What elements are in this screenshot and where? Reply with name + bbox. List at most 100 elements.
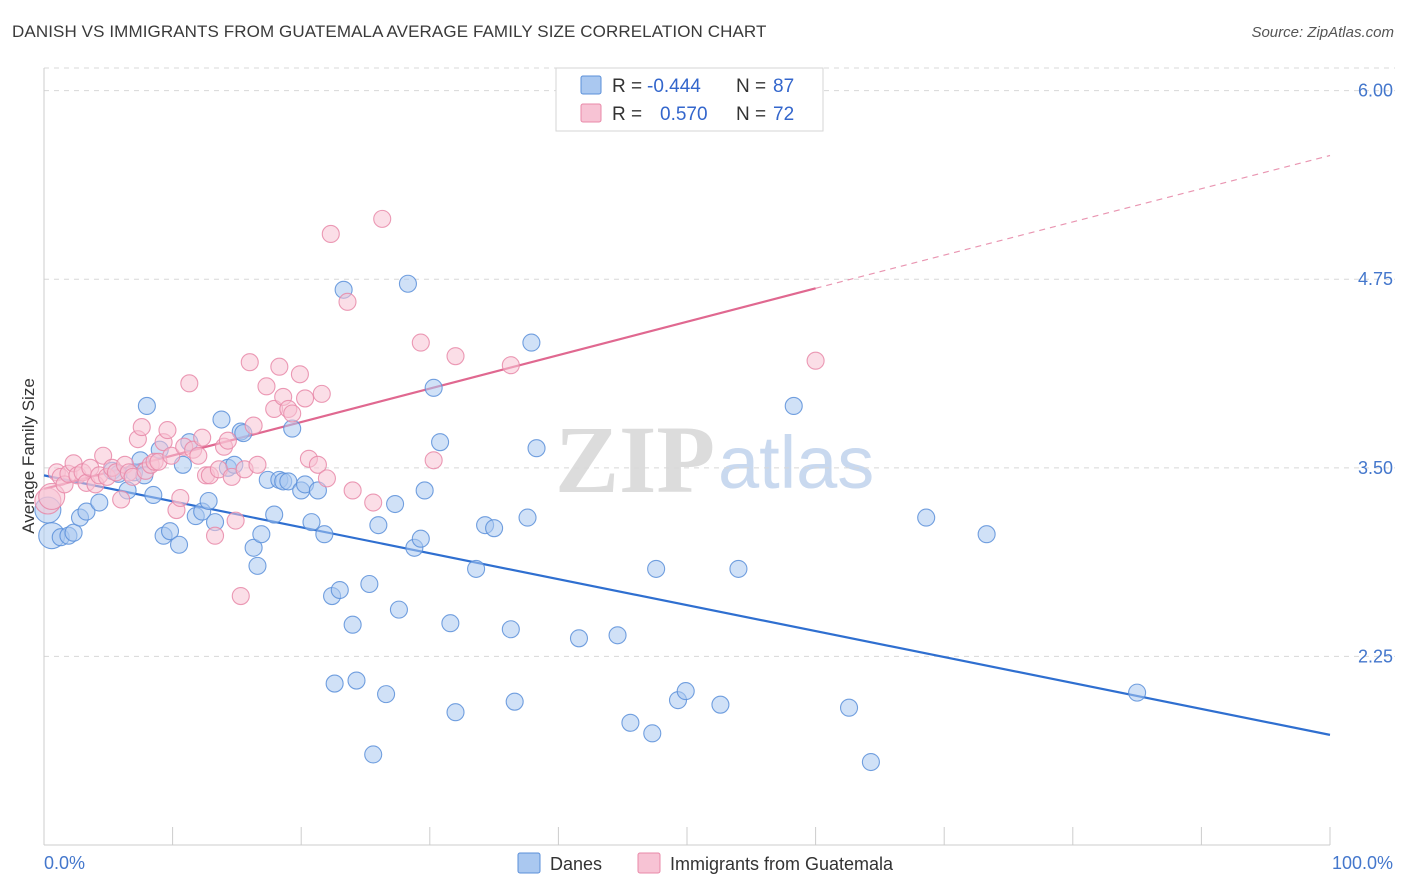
top-legend: R = -0.444 N = 87 R = 0.570 N = 72 xyxy=(555,67,824,132)
guatemala-point xyxy=(193,428,212,447)
guatemala-point xyxy=(226,511,245,530)
bottom-legend-swatch-guatemala xyxy=(637,852,661,874)
y-tick-label: 6.00 xyxy=(1358,81,1393,101)
danes-point xyxy=(244,538,263,557)
danes-point xyxy=(569,629,589,648)
danes-point xyxy=(144,485,163,505)
legend-guatemala-r-label: R = xyxy=(612,104,642,125)
danes-point xyxy=(647,559,666,578)
axes: 0.0% 100.0% xyxy=(43,68,1393,873)
danes-point xyxy=(315,525,334,544)
danes-point xyxy=(77,502,96,521)
danes-point xyxy=(431,433,450,452)
guatemala-point xyxy=(189,446,208,465)
guatemala-point xyxy=(343,481,362,500)
danes-point xyxy=(411,529,430,548)
legend-danes-r-label: R = xyxy=(612,76,642,97)
guatemala-point xyxy=(205,526,225,545)
guatemala-point xyxy=(806,351,825,370)
guatemala-point xyxy=(321,224,340,244)
guatemala-point xyxy=(296,389,315,408)
danes-point xyxy=(252,525,271,544)
danes-point xyxy=(608,626,627,645)
watermark: ZIP atlas xyxy=(555,406,874,513)
watermark-zip: ZIP xyxy=(555,406,715,513)
danes-point xyxy=(248,556,267,575)
danes-point xyxy=(90,493,109,512)
danes-point xyxy=(729,559,748,578)
danes-point xyxy=(1128,683,1147,702)
danes-point xyxy=(377,685,396,704)
danes-point xyxy=(360,574,379,594)
guatemala-point xyxy=(446,347,465,366)
danes-point xyxy=(308,481,327,500)
y-axis-title: Average Family Size xyxy=(19,378,38,534)
danes-point xyxy=(169,535,189,554)
danes-point xyxy=(137,396,156,416)
guatemala-point xyxy=(424,451,443,470)
danes-point xyxy=(839,698,859,717)
danes-point xyxy=(467,559,486,578)
danes-point xyxy=(446,703,465,722)
danes-point xyxy=(711,695,730,714)
danes-point xyxy=(522,333,541,352)
guatemala-point xyxy=(364,493,383,512)
guatemala-point xyxy=(308,455,327,474)
bottom-legend: Danes Immigrants from Guatemala xyxy=(517,852,894,874)
guatemala-point xyxy=(218,431,237,450)
danes-point xyxy=(784,396,803,416)
danes-point xyxy=(343,615,362,634)
y-tick-label: 3.50 xyxy=(1358,458,1393,478)
guatemala-point xyxy=(171,488,190,508)
guatemala-point xyxy=(132,418,151,437)
guatemala-point xyxy=(283,404,302,423)
guatemala-point xyxy=(270,357,289,376)
danes-point xyxy=(861,752,880,772)
guatemala-point xyxy=(240,353,259,372)
guatemala-point xyxy=(257,377,276,396)
guatemala-point xyxy=(373,209,392,228)
legend-danes-n-label: N = xyxy=(736,76,766,97)
legend-danes-r-value: -0.444 xyxy=(647,76,701,97)
danes-point xyxy=(485,519,504,538)
danes-point xyxy=(369,516,388,535)
guatemala-point xyxy=(411,333,430,352)
legend-guatemala-r-value: 0.570 xyxy=(660,104,708,125)
danes-point xyxy=(160,522,180,541)
guatemala-point xyxy=(231,587,250,606)
danes-point xyxy=(64,523,83,542)
danes-point xyxy=(302,513,321,532)
y-tick-label: 2.25 xyxy=(1358,646,1393,666)
danes-point xyxy=(505,692,524,711)
danes-point xyxy=(389,600,408,619)
guatemala-point xyxy=(244,416,263,435)
danes-point xyxy=(621,713,640,732)
watermark-atlas: atlas xyxy=(718,421,874,504)
guatemala-point xyxy=(112,490,131,509)
danes-point xyxy=(441,614,460,633)
guatemala-point xyxy=(94,446,113,465)
legend-swatch-guatemala xyxy=(580,103,602,123)
guatemala-point xyxy=(501,356,520,375)
chart-title: DANISH VS IMMIGRANTS FROM GUATEMALA AVER… xyxy=(12,22,767,41)
danes-point xyxy=(977,525,996,544)
danes-point xyxy=(265,505,284,524)
danes-point xyxy=(347,671,366,690)
grid: 2.25 3.50 4.75 6.00 xyxy=(44,67,1395,666)
guatemala-point xyxy=(248,455,267,474)
guatemala-point xyxy=(158,421,177,440)
x-tick-label-max: 100.0% xyxy=(1332,853,1393,873)
bottom-legend-guatemala: Immigrants from Guatemala xyxy=(670,854,894,874)
danes-point xyxy=(212,410,231,429)
danes-point xyxy=(325,674,344,693)
legend-guatemala-n-value: 72 xyxy=(773,104,794,125)
danes-point xyxy=(643,724,662,743)
guatemala-point xyxy=(290,365,309,384)
guatemala-point xyxy=(338,292,357,311)
guatemala-trend-extension xyxy=(815,154,1331,289)
danes-point xyxy=(364,745,383,764)
bottom-legend-danes: Danes xyxy=(550,854,602,874)
danes-point xyxy=(398,274,417,293)
danes-point xyxy=(330,580,349,600)
